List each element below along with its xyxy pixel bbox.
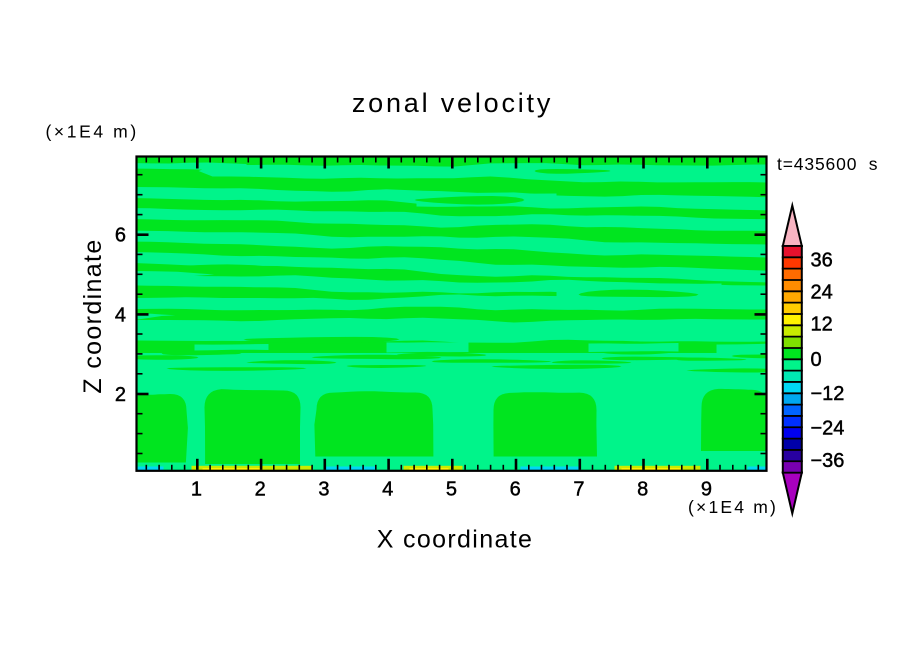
svg-text:t=435600 s: t=435600 s bbox=[777, 154, 878, 174]
svg-text:−12: −12 bbox=[811, 383, 845, 405]
svg-text:36: 36 bbox=[811, 249, 833, 271]
svg-text:4: 4 bbox=[382, 479, 393, 501]
svg-text:24: 24 bbox=[811, 282, 833, 304]
svg-text:4: 4 bbox=[115, 304, 126, 326]
svg-text:9: 9 bbox=[701, 479, 712, 501]
svg-text:3: 3 bbox=[318, 479, 329, 501]
svg-text:1: 1 bbox=[191, 479, 202, 501]
svg-text:12: 12 bbox=[811, 314, 833, 336]
svg-text:−36: −36 bbox=[811, 450, 845, 472]
svg-text:zonal velocity: zonal velocity bbox=[352, 88, 553, 118]
svg-text:5: 5 bbox=[446, 479, 457, 501]
svg-text:2: 2 bbox=[255, 479, 266, 501]
svg-text:(×1E4 m): (×1E4 m) bbox=[688, 497, 778, 517]
svg-text:(×1E4 m): (×1E4 m) bbox=[46, 122, 139, 142]
svg-text:7: 7 bbox=[573, 479, 584, 501]
svg-text:−24: −24 bbox=[811, 417, 845, 439]
svg-text:6: 6 bbox=[510, 479, 521, 501]
svg-text:2: 2 bbox=[115, 384, 126, 406]
svg-text:Z coordinate: Z coordinate bbox=[79, 238, 107, 393]
svg-text:X coordinate: X coordinate bbox=[377, 526, 534, 554]
svg-text:6: 6 bbox=[115, 225, 126, 247]
svg-text:8: 8 bbox=[637, 479, 648, 501]
svg-text:0: 0 bbox=[811, 349, 822, 371]
